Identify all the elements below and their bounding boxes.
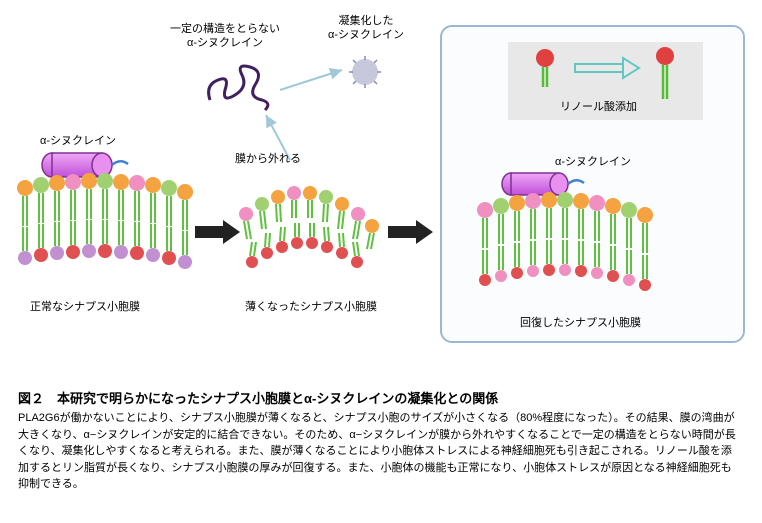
label-recovered: 回復したシナプス小胞膜 <box>520 316 641 330</box>
label-asyn-right: α-シヌクレイン <box>555 155 631 169</box>
label-detach: 膜から外れる <box>235 152 301 166</box>
label-unstructured: 一定の構造をとらない α-シヌクレイン <box>170 22 280 51</box>
label-aggregated: 凝集化した α-シヌクレイン <box>328 14 404 43</box>
arrow-step2 <box>388 220 433 244</box>
figure-title: 図２ 本研究で明らかになったシナプス小胞膜とα-シヌクレインの凝集化との関係 <box>18 388 738 407</box>
label-asyn-left: α-シヌクレイン <box>40 134 116 148</box>
recovered-membrane <box>470 190 665 295</box>
label-linoleic: リノール酸添加 <box>560 100 637 114</box>
linoleic-lipids <box>515 44 695 102</box>
label-normal-membrane: 正常なシナプス小胞膜 <box>30 300 140 314</box>
thin-membrane <box>232 180 382 280</box>
normal-membrane <box>10 170 195 275</box>
figure-body: PLA2G6が働かないことにより、シナプス小胞膜が薄くなると、シナプス小胞のサイ… <box>18 410 738 493</box>
label-thin-membrane: 薄くなったシナプス小胞膜 <box>245 300 377 314</box>
